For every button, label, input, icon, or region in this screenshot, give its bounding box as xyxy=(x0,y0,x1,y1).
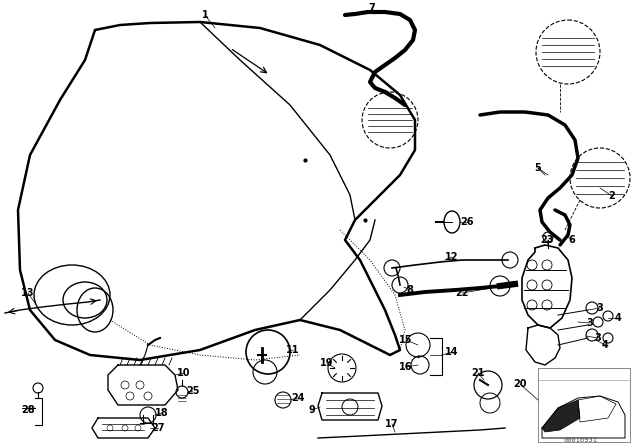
Text: 24: 24 xyxy=(291,393,305,403)
Text: 23: 23 xyxy=(540,235,554,245)
Text: 14: 14 xyxy=(445,347,459,357)
Text: 25: 25 xyxy=(186,386,200,396)
Text: 15: 15 xyxy=(399,335,413,345)
Text: 17: 17 xyxy=(385,419,399,429)
Text: 4: 4 xyxy=(602,340,609,350)
Text: 11: 11 xyxy=(286,345,300,355)
Text: 16: 16 xyxy=(399,362,413,372)
Text: 27: 27 xyxy=(151,423,164,433)
Text: 13: 13 xyxy=(21,288,35,298)
Text: 3: 3 xyxy=(595,333,602,343)
Text: 3: 3 xyxy=(587,318,593,328)
Text: 26: 26 xyxy=(460,217,474,227)
Text: 7: 7 xyxy=(369,3,376,13)
Text: 2: 2 xyxy=(609,191,616,201)
Text: 12: 12 xyxy=(445,252,459,262)
Text: 20: 20 xyxy=(513,379,527,389)
Text: 00016931: 00016931 xyxy=(563,437,597,443)
Text: 4: 4 xyxy=(614,313,621,323)
Text: 5: 5 xyxy=(534,163,541,173)
Text: 10: 10 xyxy=(177,368,191,378)
Polygon shape xyxy=(542,400,580,432)
Text: 21: 21 xyxy=(471,368,484,378)
Text: 9: 9 xyxy=(308,405,316,415)
Text: 19: 19 xyxy=(320,358,333,368)
Text: 22: 22 xyxy=(455,288,468,298)
Text: 18: 18 xyxy=(155,408,169,418)
Text: 28: 28 xyxy=(21,405,35,415)
Text: 6: 6 xyxy=(568,235,575,245)
Text: 3: 3 xyxy=(596,303,604,313)
Text: 8: 8 xyxy=(406,285,413,295)
Text: 1: 1 xyxy=(202,10,209,20)
